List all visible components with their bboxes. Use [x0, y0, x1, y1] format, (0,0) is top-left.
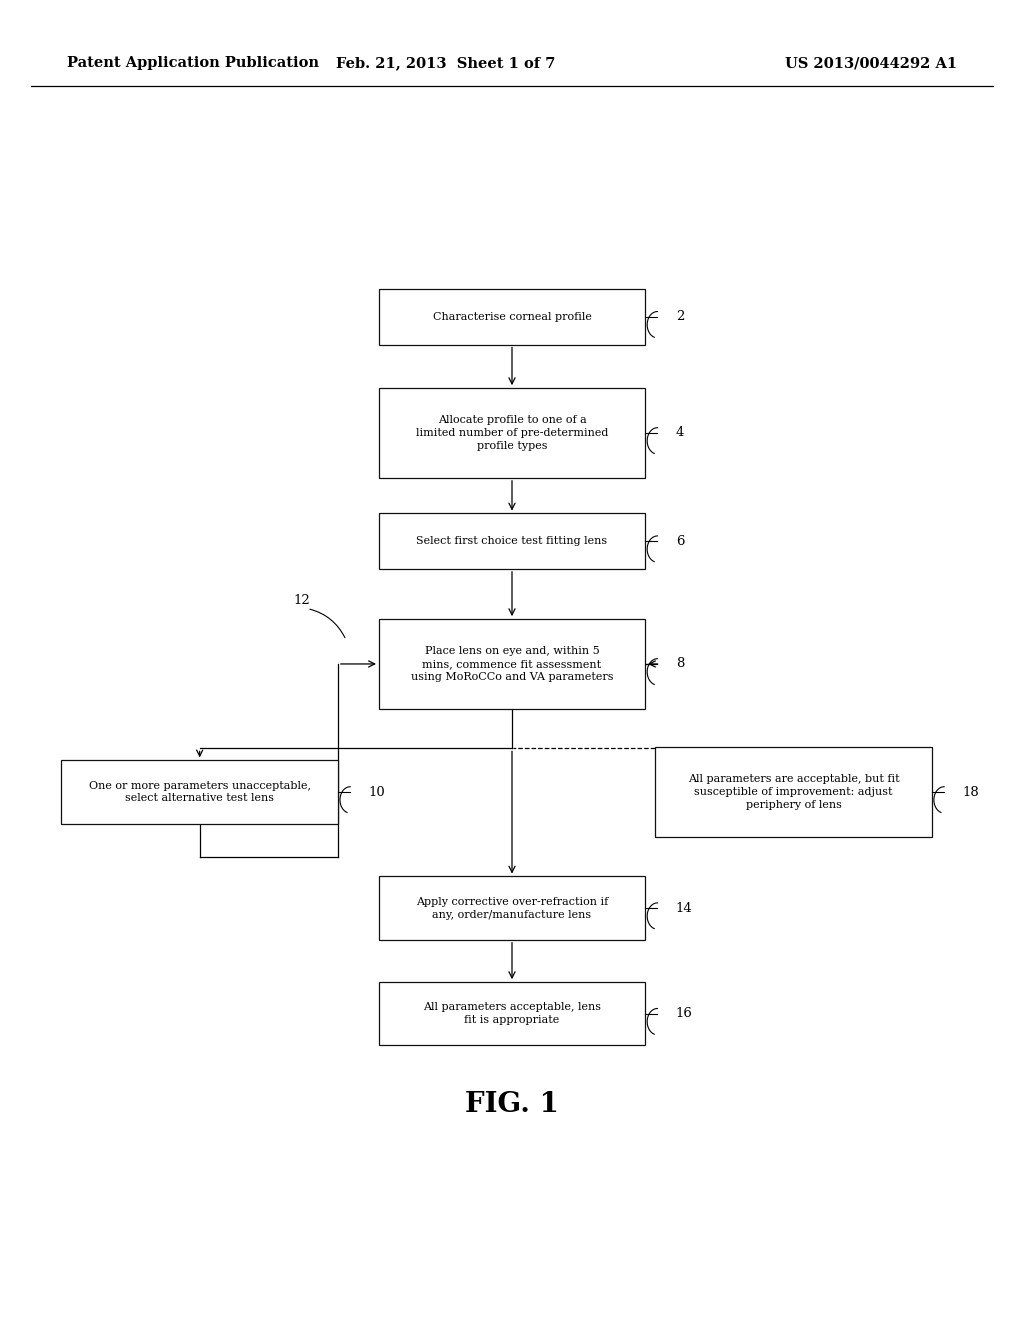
Text: 6: 6	[676, 535, 684, 548]
FancyBboxPatch shape	[379, 982, 645, 1045]
Text: 18: 18	[963, 785, 979, 799]
Text: Feb. 21, 2013  Sheet 1 of 7: Feb. 21, 2013 Sheet 1 of 7	[336, 57, 555, 70]
Text: 10: 10	[369, 785, 385, 799]
FancyBboxPatch shape	[379, 289, 645, 345]
Text: 8: 8	[676, 657, 684, 671]
FancyBboxPatch shape	[61, 760, 338, 824]
Text: 16: 16	[676, 1007, 692, 1020]
Text: All parameters are acceptable, but fit
susceptible of improvement: adjust
periph: All parameters are acceptable, but fit s…	[688, 775, 899, 809]
FancyBboxPatch shape	[655, 747, 932, 837]
Text: Apply corrective over-refraction if
any, order/manufacture lens: Apply corrective over-refraction if any,…	[416, 896, 608, 920]
Text: Select first choice test fitting lens: Select first choice test fitting lens	[417, 536, 607, 546]
Text: FIG. 1: FIG. 1	[465, 1092, 559, 1118]
Text: 14: 14	[676, 902, 692, 915]
Text: Place lens on eye and, within 5
mins, commence fit assessment
using MoRoCCo and : Place lens on eye and, within 5 mins, co…	[411, 647, 613, 681]
FancyBboxPatch shape	[379, 619, 645, 709]
Text: US 2013/0044292 A1: US 2013/0044292 A1	[785, 57, 957, 70]
Text: 12: 12	[294, 594, 310, 607]
Text: All parameters acceptable, lens
fit is appropriate: All parameters acceptable, lens fit is a…	[423, 1002, 601, 1026]
Text: Patent Application Publication: Patent Application Publication	[67, 57, 318, 70]
FancyBboxPatch shape	[379, 388, 645, 478]
FancyBboxPatch shape	[379, 513, 645, 569]
FancyBboxPatch shape	[379, 876, 645, 940]
Text: Allocate profile to one of a
limited number of pre-determined
profile types: Allocate profile to one of a limited num…	[416, 416, 608, 450]
Text: 4: 4	[676, 426, 684, 440]
Text: Characterise corneal profile: Characterise corneal profile	[432, 312, 592, 322]
Text: 2: 2	[676, 310, 684, 323]
Text: One or more parameters unacceptable,
select alternative test lens: One or more parameters unacceptable, sel…	[89, 780, 310, 804]
